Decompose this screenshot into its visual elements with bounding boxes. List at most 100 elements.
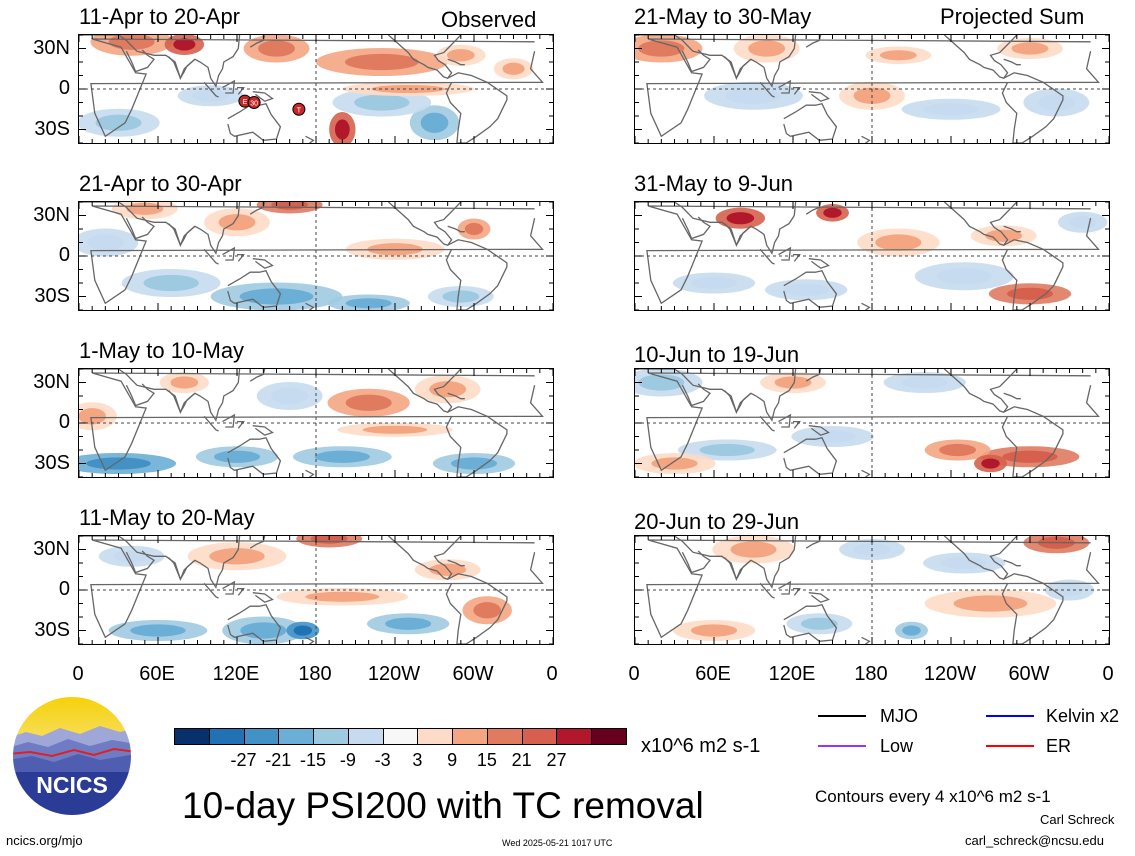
colorbar-swatch [452, 728, 488, 745]
coastline [1001, 72, 1064, 143]
x-axis-label: 60W [1008, 663, 1050, 685]
coastline [79, 35, 241, 88]
coastline [646, 38, 1100, 138]
y-axis-label: 0 [58, 578, 70, 600]
colorbar-tick-label: 3 [412, 750, 423, 770]
anomaly-contour [192, 89, 230, 102]
tc-marker: 30 [247, 96, 261, 109]
coastline [222, 580, 236, 595]
coastline [305, 135, 315, 143]
coastline [125, 216, 155, 240]
coastline [1003, 392, 1021, 400]
coastline [168, 557, 196, 581]
anomaly-contour [354, 94, 410, 111]
anomaly-contour [502, 62, 525, 75]
map-panel [634, 368, 1110, 478]
legend-label: ER [1046, 736, 1072, 756]
map-panel [78, 368, 554, 478]
anomaly-contour [447, 49, 475, 62]
y-axis-label: 0 [58, 77, 70, 99]
panel-title: 20-Jun to 29-Jun [634, 509, 800, 534]
colorbar-swatch [556, 728, 593, 745]
coastline [90, 372, 544, 472]
anomaly-contour [240, 622, 287, 639]
projected-label: Projected Sum [940, 4, 1085, 29]
coastline [90, 205, 544, 305]
author-email[interactable]: carl_schreck@ncsu.edu [965, 833, 1104, 848]
panel-title: 21-Apr to 30-Apr [79, 171, 242, 196]
colorbar-swatch [174, 728, 210, 745]
anomaly-contour [113, 550, 151, 563]
x-axis-label: 0 [546, 663, 558, 685]
timestamp: Wed 2025-05-21 1017 UTC [502, 838, 613, 848]
anomaly-contour [385, 617, 432, 630]
map-panel: E 30 T [78, 34, 554, 144]
map-panel [78, 201, 554, 311]
coastline [305, 469, 315, 477]
anomaly-contour [173, 38, 196, 51]
coastline [227, 103, 282, 141]
anomaly-contour [941, 556, 988, 570]
anomaly-contour [809, 430, 856, 443]
colorbar-tick-label: 21 [511, 750, 532, 770]
anomaly-contour [823, 207, 842, 218]
coastline [793, 420, 801, 429]
anomaly-contour [981, 458, 1000, 469]
coastline [635, 35, 797, 88]
coastline [681, 383, 711, 407]
anomaly-contour [305, 591, 380, 602]
x-axis-label: 0 [72, 663, 84, 685]
anomaly-contour [86, 457, 151, 470]
author: Carl Schreck [1040, 812, 1115, 827]
anomaly-contour [638, 40, 685, 57]
coastline [237, 86, 245, 95]
legend-line-mjo [818, 715, 866, 717]
anomaly-contour [901, 376, 948, 389]
coastline [90, 539, 544, 639]
coastline [635, 369, 797, 422]
anomaly-contour [450, 457, 498, 470]
x-axis-label: 180 [298, 663, 332, 685]
anomaly-contour [638, 374, 685, 391]
anomaly-contour [86, 234, 124, 251]
anomaly-map [635, 202, 1109, 310]
coastline [681, 49, 711, 73]
anomaly-contour [774, 376, 812, 389]
coastline [203, 248, 219, 265]
panel-title: 31-May to 9-Jun [634, 171, 793, 196]
coastline [387, 536, 462, 580]
x-axis-label: 120E [768, 663, 816, 685]
colorbar-tick-label: -9 [339, 750, 356, 770]
colorbar-tick-label: 15 [476, 750, 497, 770]
coastline [222, 79, 236, 94]
coastline [387, 369, 462, 413]
ncics-logo: NCICS [8, 692, 136, 820]
anomaly-contour [748, 40, 786, 57]
colorbar-swatch [243, 728, 280, 745]
coastline [227, 604, 282, 642]
anomaly-contour [371, 84, 446, 94]
coastline [724, 390, 752, 414]
coastline [447, 58, 465, 66]
y-axis-label: 30N [33, 537, 70, 560]
coastline [237, 587, 245, 596]
coastline [79, 536, 241, 589]
anomaly-contour [209, 548, 265, 565]
anomaly-contour [239, 288, 314, 305]
coastline [793, 587, 801, 596]
colorbar-tick-label: -15 [300, 750, 327, 770]
coastline [237, 420, 245, 429]
contours-note: Contours every 4 x10^6 m2 s-1 [815, 787, 1051, 806]
website-link[interactable]: ncics.org/mjo [6, 833, 83, 848]
coastline [249, 202, 266, 215]
x-axis-label: 120W [367, 663, 421, 685]
coastline [445, 573, 508, 644]
colorbar-swatch [417, 728, 454, 745]
anomaly-map [635, 35, 1109, 143]
colorbar-tick-label: -21 [265, 750, 292, 770]
coastline [222, 246, 236, 261]
coastline [805, 369, 822, 382]
coastline [759, 248, 775, 265]
coastline [203, 415, 219, 432]
anomaly-contour [473, 602, 501, 619]
